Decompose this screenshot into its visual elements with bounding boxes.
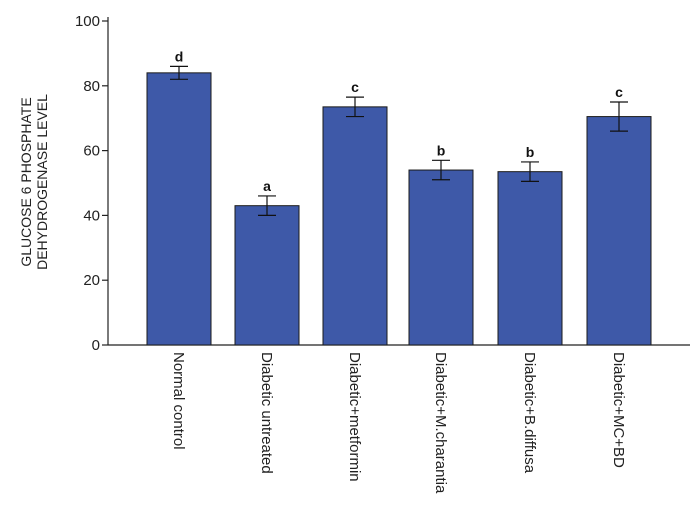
significance-label: c: [351, 79, 359, 95]
bar: [322, 106, 388, 346]
significance-label: c: [615, 84, 623, 100]
bar: [497, 171, 563, 346]
y-tick-label: 0: [92, 337, 100, 354]
bar: [408, 169, 474, 346]
significance-label: a: [263, 178, 271, 194]
significance-label: b: [437, 142, 446, 158]
category-label: Diabetic+M.charantia: [432, 352, 449, 494]
y-axis-title-line-2: DEHYDROGENASE LEVEL: [34, 94, 50, 270]
significance-label: b: [526, 144, 535, 160]
y-tick-label: 20: [83, 272, 100, 289]
category-labels: Normal control Diabetic untreated Diabetic…: [170, 352, 627, 494]
category-label: Diabetic+B.diffusa: [521, 352, 538, 474]
category-label: Diabetic+MC+BD: [610, 352, 627, 468]
category-label: Diabetic+metformin: [346, 352, 363, 482]
y-tick-label: 40: [83, 207, 100, 224]
y-axis-title-line-1: GLUCOSE 6 PHOSPHATE: [18, 97, 34, 266]
y-tick-label: 80: [83, 78, 100, 95]
bar: [586, 116, 652, 346]
category-label: Diabetic untreated: [258, 352, 275, 474]
category-label: Normal control: [170, 352, 187, 450]
y-axis: 0 20 40 60 80 100: [75, 13, 109, 354]
bars: d a c b b c: [146, 48, 652, 346]
y-tick-label: 100: [75, 13, 100, 30]
bar: [146, 72, 212, 346]
significance-label: d: [175, 48, 184, 64]
y-tick-label: 60: [83, 143, 100, 160]
bar: [234, 205, 300, 346]
